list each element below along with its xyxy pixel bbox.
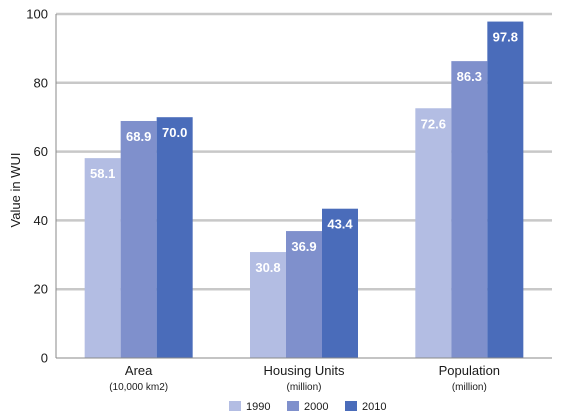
data-label: 43.4 — [327, 217, 353, 232]
data-label: 58.1 — [90, 166, 115, 181]
axes: 0 20 40 60 80 100 — [26, 7, 552, 366]
bar — [415, 108, 452, 358]
bar — [156, 117, 193, 358]
y-tick-label: 20 — [34, 282, 48, 297]
bar — [451, 61, 488, 359]
legend-swatch — [345, 401, 357, 411]
data-label: 97.8 — [493, 30, 518, 45]
x-tick-sublabel: (million) — [287, 382, 322, 393]
data-label: 36.9 — [291, 239, 316, 254]
legend-label: 1990 — [246, 401, 270, 413]
y-tick-label: 100 — [26, 7, 48, 22]
data-label: 68.9 — [126, 129, 151, 144]
y-tick-label: 60 — [34, 144, 48, 159]
bar — [286, 231, 322, 358]
x-tick-label: Area — [125, 363, 153, 378]
legend-swatch — [287, 401, 299, 411]
bar — [120, 120, 157, 358]
y-axis-label: Value in WUI — [8, 153, 23, 228]
bar — [250, 252, 286, 358]
data-label: 86.3 — [457, 69, 482, 84]
legend-swatch — [229, 401, 241, 411]
y-tick-label: 40 — [34, 213, 48, 228]
x-tick-label: Population — [439, 363, 500, 378]
bar — [322, 208, 358, 358]
bar — [487, 21, 524, 359]
y-tick-label: 0 — [41, 351, 48, 366]
x-tick-label: Housing Units — [264, 363, 345, 378]
data-label: 70.0 — [162, 125, 187, 140]
data-label: 30.8 — [255, 260, 280, 275]
x-tick-sublabel: (10,000 km2) — [109, 382, 168, 393]
bars — [84, 21, 524, 359]
y-tick-label: 80 — [34, 75, 48, 90]
legend-label: 2010 — [362, 401, 386, 413]
data-labels: 58.1 68.9 70.0 30.8 36.9 43.4 72.6 86.3 97.8 — [90, 30, 518, 275]
x-tick-sublabel: (million) — [452, 382, 487, 393]
bar — [84, 158, 121, 358]
category-labels: Area (10,000 km2) Housing Units (million) Po… — [109, 363, 500, 393]
legend: 1990 2000 2010 — [229, 401, 386, 413]
data-label: 72.6 — [421, 116, 446, 131]
legend-label: 2000 — [304, 401, 328, 413]
